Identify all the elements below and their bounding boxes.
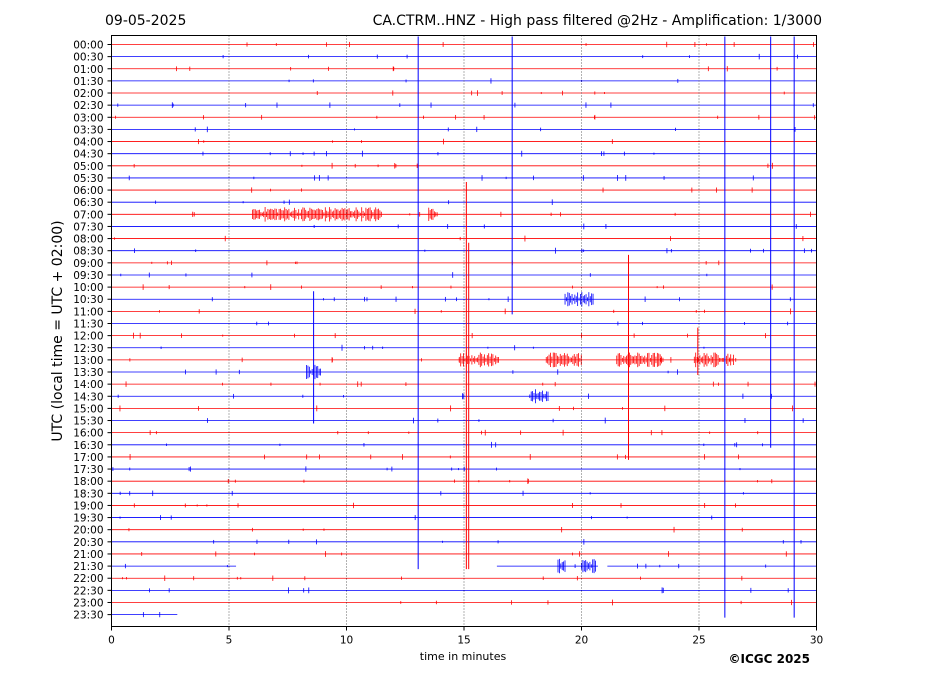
y-tick-label: 01:00 <box>73 64 103 76</box>
y-tick-label: 03:30 <box>73 124 103 136</box>
burst-13:00 <box>693 352 734 368</box>
y-tick-label: 00:30 <box>73 52 103 64</box>
plot-frame <box>111 35 817 627</box>
y-tick-label: 14:30 <box>73 391 103 403</box>
y-tick-label: 11:00 <box>73 306 103 318</box>
y-tick-label: 18:30 <box>73 488 103 500</box>
y-tick-label: 09:30 <box>73 270 103 282</box>
y-tick-label: 11:30 <box>73 318 103 330</box>
y-tick-label: 10:00 <box>73 282 103 294</box>
x-tick-label: 20 <box>575 635 588 647</box>
chart-title: CA.CTRM..HNZ - High pass filtered @2Hz -… <box>373 13 822 29</box>
x-tick-label: 15 <box>457 635 470 647</box>
y-tick-label: 04:00 <box>73 137 103 149</box>
y-tick-label: 08:30 <box>73 246 103 258</box>
burst-21:30 <box>557 558 566 574</box>
y-tick-label: 19:30 <box>73 513 103 525</box>
y-tick-label: 15:30 <box>73 416 103 428</box>
y-tick-label: 20:00 <box>73 525 103 537</box>
y-tick-label: 14:00 <box>73 379 103 391</box>
x-axis-label: time in minutes <box>420 650 507 663</box>
y-tick-label: 05:00 <box>73 161 103 173</box>
y-tick-label: 02:00 <box>73 88 103 100</box>
x-tick-label: 30 <box>810 635 823 647</box>
y-axis-label: UTC (local time = UTC + 02:00) <box>50 220 66 441</box>
y-tick-label: 19:00 <box>73 500 103 512</box>
y-tick-label: 06:30 <box>73 197 103 209</box>
y-tick-label: 16:00 <box>73 428 103 440</box>
y-tick-label: 13:30 <box>73 367 103 379</box>
y-tick-label: 21:30 <box>73 561 103 573</box>
copyright-label: ©ICGC 2025 <box>728 652 810 666</box>
burst-07:00 <box>252 206 382 222</box>
y-tick-label: 23:30 <box>73 610 103 622</box>
y-tick-label: 12:30 <box>73 343 103 355</box>
y-tick-label: 17:30 <box>73 464 103 476</box>
minute-grid <box>228 35 700 627</box>
x-tick-label: 25 <box>692 635 705 647</box>
y-tick-label: 06:00 <box>73 185 103 197</box>
row-time-labels: 00:0000:3001:0001:3002:0002:3003:0003:30… <box>73 40 112 622</box>
y-tick-label: 01:30 <box>73 76 103 88</box>
y-tick-label: 09:00 <box>73 258 103 270</box>
date-label: 09-05-2025 <box>105 13 186 29</box>
burst-13:00 <box>458 352 499 368</box>
y-tick-label: 04:30 <box>73 149 103 161</box>
y-tick-label: 02:30 <box>73 100 103 112</box>
burst-10:30 <box>564 291 594 307</box>
y-tick-label: 05:30 <box>73 173 103 185</box>
y-tick-label: 22:00 <box>73 573 103 585</box>
burst-13:00 <box>616 352 664 368</box>
x-tick-label: 0 <box>108 635 115 647</box>
burst-21:30 <box>581 559 596 574</box>
y-tick-label: 21:00 <box>73 549 103 561</box>
x-tick-label: 10 <box>340 635 353 647</box>
y-tick-label: 16:30 <box>73 440 103 452</box>
y-tick-label: 17:00 <box>73 452 103 464</box>
y-tick-label: 20:30 <box>73 537 103 549</box>
y-tick-label: 00:00 <box>73 40 103 52</box>
burst-13:00 <box>545 352 582 368</box>
y-tick-label: 18:00 <box>73 476 103 488</box>
burst-14:30 <box>529 389 549 404</box>
y-tick-label: 12:00 <box>73 331 103 343</box>
y-tick-label: 08:00 <box>73 234 103 246</box>
x-axis-ticks: 0 5 10 15 20 25 30 <box>108 626 823 647</box>
y-tick-label: 13:00 <box>73 355 103 367</box>
y-tick-label: 10:30 <box>73 294 103 306</box>
y-tick-label: 03:00 <box>73 112 103 124</box>
y-tick-label: 07:30 <box>73 221 103 233</box>
y-tick-label: 23:00 <box>73 597 103 609</box>
y-tick-label: 07:00 <box>73 209 103 221</box>
y-tick-label: 15:00 <box>73 403 103 415</box>
burst-07:00 <box>428 207 438 221</box>
y-tick-label: 22:30 <box>73 585 103 597</box>
x-tick-label: 5 <box>226 635 233 647</box>
